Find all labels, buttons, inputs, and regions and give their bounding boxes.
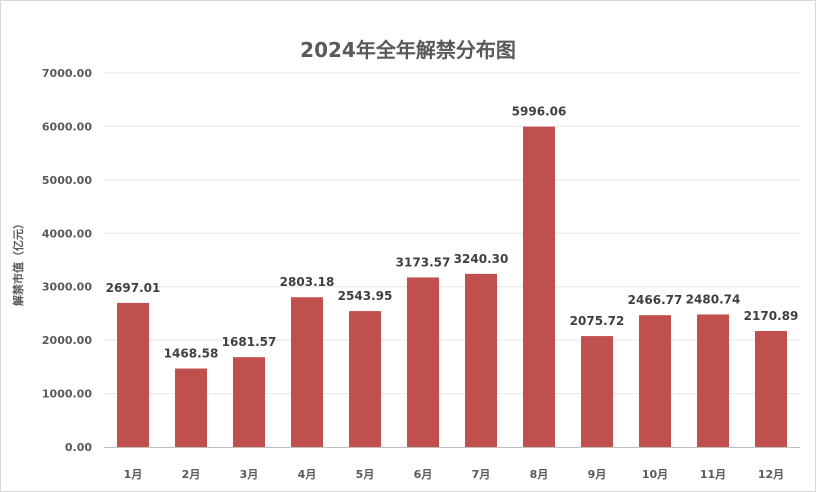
data-label: 2803.18 bbox=[280, 275, 335, 289]
y-tick-label: 3000.00 bbox=[42, 281, 92, 294]
data-label: 2543.95 bbox=[338, 289, 393, 303]
bar bbox=[291, 297, 323, 447]
bar bbox=[117, 302, 149, 447]
y-tick-label: 5000.00 bbox=[42, 174, 92, 187]
data-label: 2075.72 bbox=[570, 314, 625, 328]
chart-title: 2024年全年解禁分布图 bbox=[300, 38, 516, 62]
x-axis-ticks: 1月 2月 3月 4月 5月 6月 7月 8月 9月 10月 11月 12月 bbox=[124, 468, 784, 481]
data-label: 2466.77 bbox=[628, 293, 683, 307]
x-tick-label: 6月 bbox=[414, 468, 433, 481]
data-label: 2480.74 bbox=[686, 292, 741, 306]
x-tick-label: 2月 bbox=[182, 468, 201, 481]
data-label: 2697.01 bbox=[106, 281, 161, 295]
data-label: 1681.57 bbox=[222, 335, 277, 349]
bar bbox=[175, 368, 207, 447]
y-tick-label: 6000.00 bbox=[42, 120, 92, 133]
y-tick-label: 2000.00 bbox=[42, 334, 92, 347]
data-label: 3240.30 bbox=[454, 252, 509, 266]
data-label: 2170.89 bbox=[744, 309, 799, 323]
bar bbox=[755, 331, 787, 447]
bar bbox=[233, 357, 265, 447]
bar bbox=[639, 315, 671, 447]
y-tick-label: 1000.00 bbox=[42, 388, 92, 401]
x-tick-label: 11月 bbox=[700, 468, 726, 481]
data-label: 3173.57 bbox=[396, 255, 451, 269]
bar bbox=[465, 273, 497, 447]
x-tick-label: 10月 bbox=[642, 468, 668, 481]
bars bbox=[117, 126, 787, 448]
bar bbox=[523, 126, 555, 448]
x-tick-label: 1月 bbox=[124, 468, 143, 481]
gridlines bbox=[104, 72, 800, 395]
x-tick-label: 9月 bbox=[588, 468, 607, 481]
bar bbox=[581, 336, 613, 447]
y-tick-label: 0.00 bbox=[65, 441, 92, 454]
x-tick-label: 4月 bbox=[298, 468, 317, 481]
y-axis-ticks: 0.00 1000.00 2000.00 3000.00 4000.00 5000.00 6… bbox=[42, 67, 92, 454]
x-tick-label: 7月 bbox=[472, 468, 491, 481]
x-tick-label: 5月 bbox=[356, 468, 375, 481]
x-tick-label: 3月 bbox=[240, 468, 259, 481]
data-label: 5996.06 bbox=[512, 105, 567, 119]
x-tick-label: 12月 bbox=[758, 468, 784, 481]
y-tick-label: 4000.00 bbox=[42, 227, 92, 240]
x-tick-label: 8月 bbox=[530, 468, 549, 481]
bar bbox=[407, 277, 439, 447]
data-label: 1468.58 bbox=[164, 347, 219, 361]
bar bbox=[697, 314, 729, 447]
bar bbox=[349, 311, 381, 447]
y-tick-label: 7000.00 bbox=[42, 67, 92, 80]
